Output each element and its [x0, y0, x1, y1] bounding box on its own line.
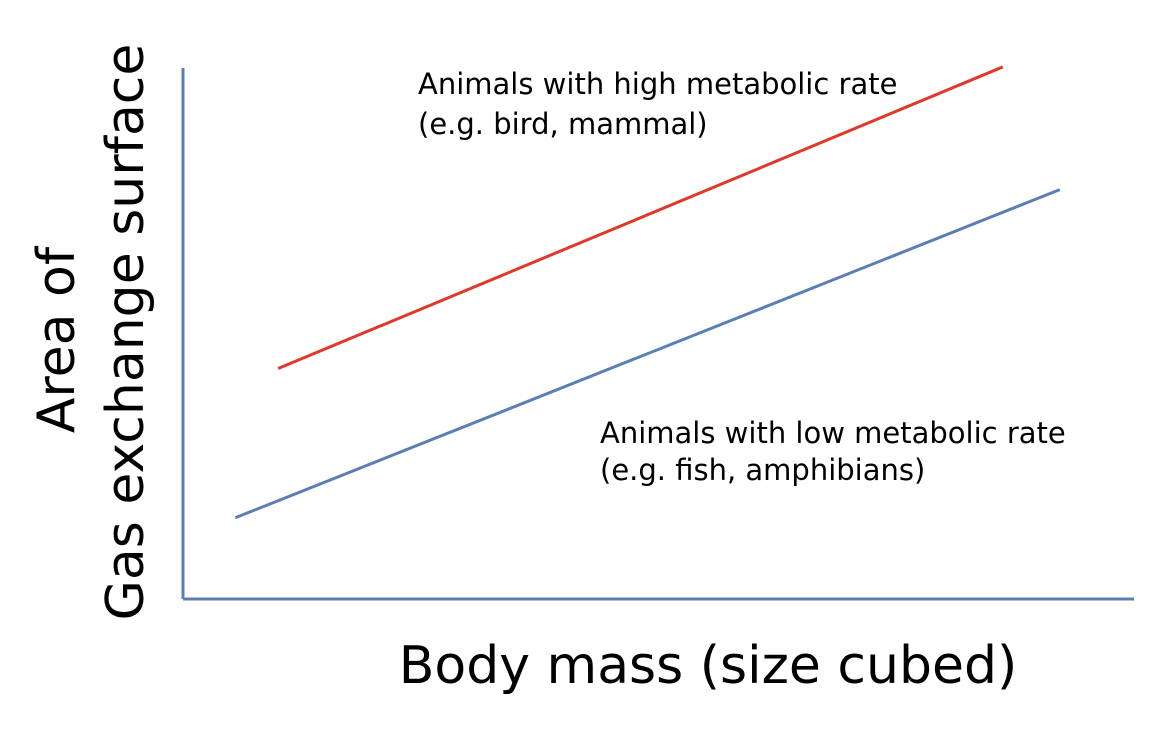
- series-line-high-metabolic: [277, 65, 1004, 370]
- annotation-low-line2: (e.g. fish, amphibians): [600, 453, 925, 487]
- y-axis-label-line1: Area of: [27, 245, 87, 433]
- annotation-low: Animals with low metabolic rate (e.g. fi…: [600, 416, 1075, 487]
- annotation-high: Animals with high metabolic rate (e.g. b…: [418, 67, 907, 141]
- series-line-low-metabolic: [234, 188, 1061, 520]
- annotation-high-line2: (e.g. bird, mammal): [418, 107, 708, 141]
- x-axis-label: Body mass (size cubed): [399, 636, 1018, 696]
- annotation-low-line1: Animals with low metabolic rate: [600, 416, 1066, 450]
- y-axis-label-line2: Gas exchange surface: [96, 44, 156, 621]
- annotation-high-line1: Animals with high metabolic rate: [418, 67, 897, 101]
- axes: [181, 68, 1134, 601]
